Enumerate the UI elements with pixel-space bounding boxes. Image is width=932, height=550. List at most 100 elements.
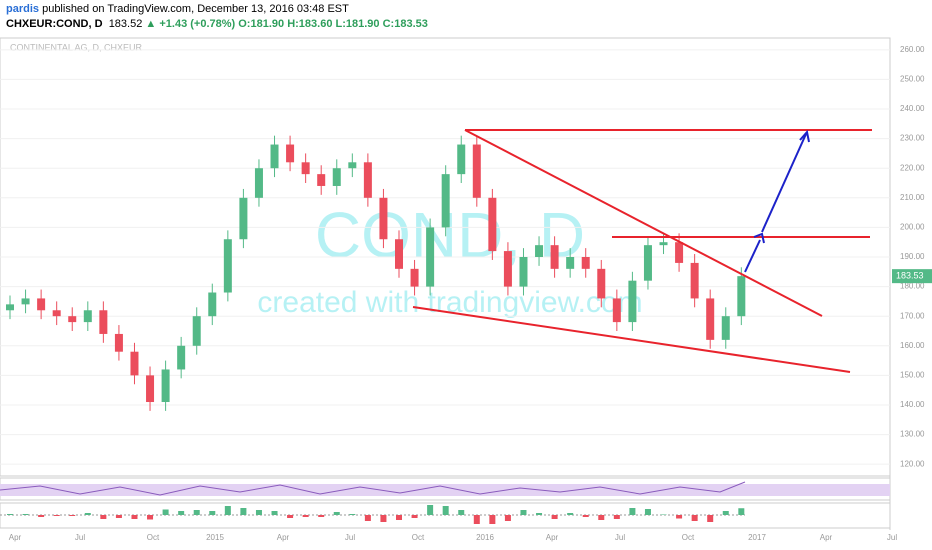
macd-bar: [582, 515, 589, 517]
low: L:181.90: [335, 18, 380, 30]
candle-body: [597, 268, 606, 299]
candle-body: [317, 174, 326, 186]
trend-line-lower: [412, 306, 851, 373]
candle-body: [286, 144, 295, 163]
macd-bar: [84, 513, 91, 515]
published: published on TradingView.com, December 1…: [42, 3, 349, 15]
macd-bar: [551, 515, 558, 519]
macd-bar: [644, 509, 651, 515]
y-tick-label: 160.00: [900, 341, 925, 350]
x-tick-label: Jul: [75, 533, 85, 542]
macd-bar: [131, 515, 138, 519]
macd-bar: [364, 515, 371, 521]
candle-body: [146, 375, 155, 403]
macd-bar: [676, 515, 683, 519]
candle-body: [706, 298, 715, 340]
candle-body: [612, 298, 621, 323]
macd-bar: [209, 511, 216, 515]
candle-body: [519, 257, 528, 287]
open: O:181.90: [238, 18, 285, 30]
x-tick-label: Oct: [147, 533, 160, 542]
x-tick-label: Oct: [412, 533, 425, 542]
author[interactable]: pardis: [6, 3, 40, 15]
chart: COND, D created with tradingview.com CON…: [0, 37, 932, 542]
candle-body: [21, 298, 30, 305]
macd-bar: [22, 514, 29, 515]
chart-title: CONTINENTAL AG, D, CHXEUR: [10, 42, 143, 52]
macd-bar: [691, 515, 698, 521]
macd-bar: [318, 515, 325, 517]
x-tick-label: Jul: [887, 533, 897, 542]
candle-body: [6, 304, 14, 311]
macd-bar: [629, 508, 636, 515]
macd-bar: [100, 515, 107, 519]
rsi-line: [0, 481, 746, 496]
candle-body: [581, 257, 590, 269]
macd-bar: [738, 508, 745, 515]
candle-body: [68, 316, 77, 323]
candle-body: [114, 333, 123, 352]
rsi-band: [0, 484, 890, 496]
candle-body: [643, 245, 652, 281]
x-tick-label: Apr: [277, 533, 290, 542]
macd-bar: [458, 510, 465, 515]
x-tick-label: Jul: [615, 533, 625, 542]
macd-bar: [520, 510, 527, 515]
x-tick-label: 2015: [206, 533, 224, 542]
candle-body: [332, 168, 341, 186]
macd-bar: [442, 506, 449, 515]
x-tick-label: Apr: [820, 533, 833, 542]
x-tick-label: 2016: [476, 533, 494, 542]
candle-body: [130, 351, 139, 376]
candle-body: [37, 298, 46, 311]
macd-bar: [162, 509, 169, 515]
candle-body: [690, 262, 699, 299]
candle-body: [208, 292, 217, 317]
close: C:183.53: [382, 18, 428, 30]
macd-bar: [302, 515, 309, 517]
high: H:183.60: [287, 18, 333, 30]
price-tag-label: 183.53: [896, 271, 924, 281]
y-tick-label: 250.00: [900, 75, 925, 84]
watermark-sub: created with tradingview.com: [257, 286, 642, 319]
y-tick-label: 150.00: [900, 370, 925, 379]
arrow-2: [761, 133, 807, 233]
candle-body: [410, 268, 419, 287]
x-tick-label: Apr: [546, 533, 559, 542]
y-tick-label: 230.00: [900, 134, 925, 143]
candle-body: [675, 242, 684, 263]
candle-body: [161, 369, 170, 403]
y-tick-label: 200.00: [900, 223, 925, 232]
symbol: CHXEUR:COND, D: [6, 18, 103, 30]
candle-body: [379, 197, 388, 240]
macd-bar: [53, 515, 60, 516]
macd-bar: [147, 515, 154, 520]
candle-body: [535, 245, 544, 257]
watermark: COND, D: [315, 199, 585, 271]
candle-body: [363, 162, 372, 198]
candle-body: [223, 239, 232, 293]
price-tag: [892, 269, 932, 284]
macd-bar: [287, 515, 294, 518]
candle-body: [177, 345, 186, 370]
candle-body: [457, 144, 466, 175]
macd-bar: [7, 514, 13, 515]
x-tick-label: Apr: [9, 533, 22, 542]
macd-bar: [536, 513, 543, 515]
macd-bar: [707, 515, 714, 522]
candle-body: [192, 316, 201, 346]
candle-body: [83, 310, 92, 323]
arrow-1-head: [753, 232, 765, 244]
candle-body: [550, 245, 559, 269]
macd-bar: [224, 506, 231, 515]
candle-body: [472, 144, 481, 198]
y-tick-label: 180.00: [900, 282, 925, 291]
macd-bar: [333, 512, 340, 515]
macd-bar: [473, 515, 480, 524]
macd-bar: [69, 515, 76, 516]
macd-bar: [349, 514, 356, 515]
trend-line-upper: [464, 129, 823, 317]
x-tick-label: Jul: [345, 533, 355, 542]
macd-bar: [504, 515, 511, 521]
